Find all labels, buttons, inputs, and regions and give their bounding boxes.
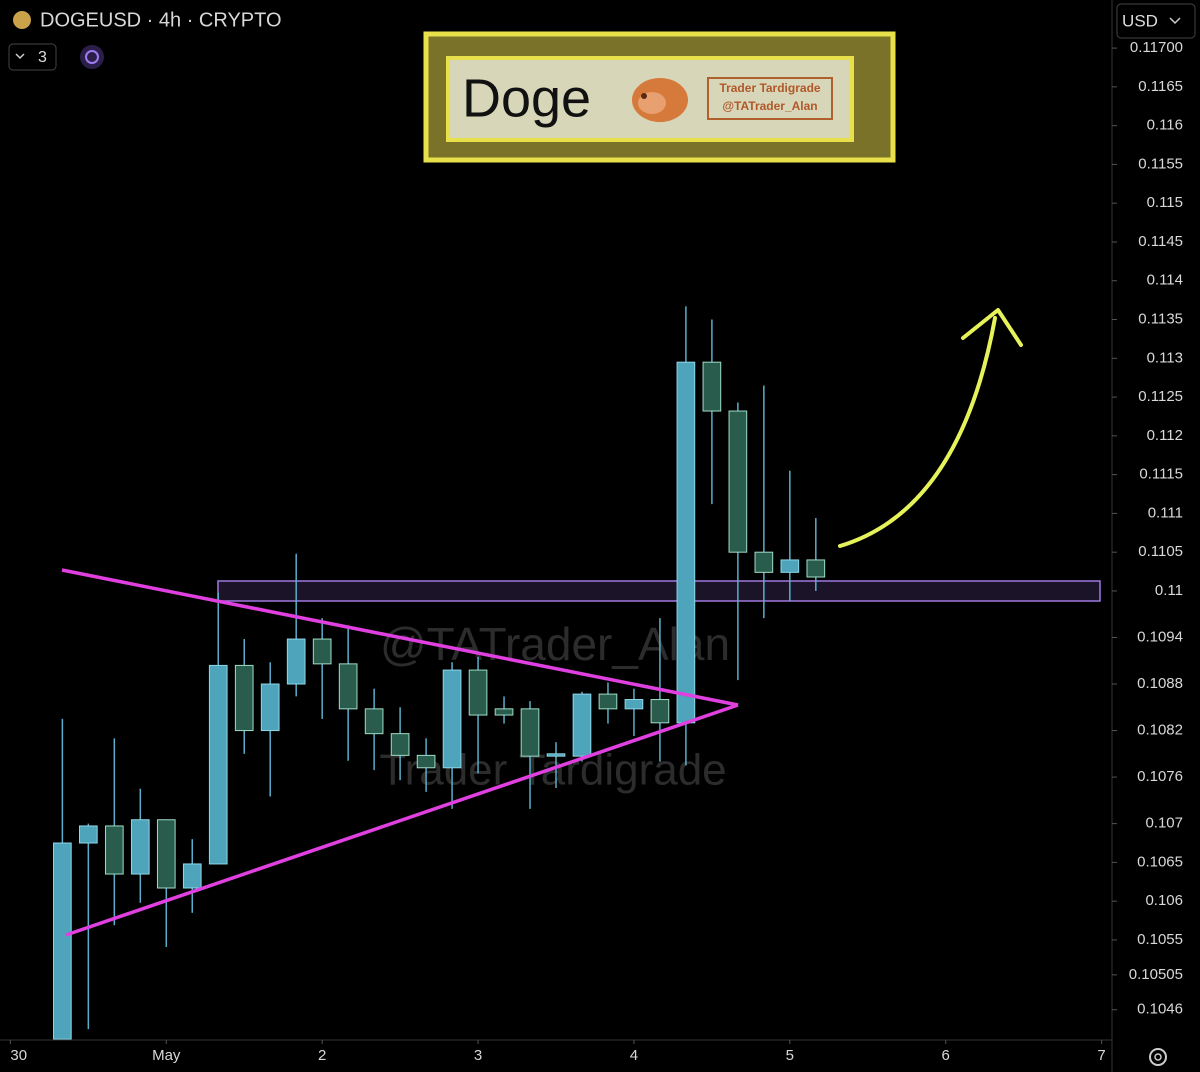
y-tick-label: 0.1088	[1137, 675, 1183, 692]
forecast-arrow	[838, 316, 997, 548]
x-tick-label: 7	[1097, 1047, 1105, 1064]
candle-body-up	[780, 559, 800, 573]
candle-body-down	[104, 825, 124, 875]
y-tick-label: 0.1115	[1139, 466, 1183, 483]
candle-body-down	[598, 693, 618, 710]
candle-body-up	[286, 638, 306, 685]
y-tick-label: 0.1145	[1138, 233, 1183, 250]
candle-body-down	[494, 708, 514, 716]
candle-body-up	[130, 819, 150, 875]
y-tick-label: 0.1165	[1138, 78, 1183, 95]
badge-count: 3	[38, 49, 47, 66]
candle-body-down	[650, 699, 670, 724]
candle-body-down	[234, 664, 254, 732]
y-tick-label: 0.1094	[1137, 628, 1183, 645]
candle-body-down	[156, 819, 176, 889]
sync-icon	[85, 50, 99, 64]
y-tick-label: 0.1065	[1137, 853, 1183, 870]
sync-button[interactable]	[80, 45, 104, 69]
candle-body-down	[364, 708, 384, 735]
x-tick-label: 30	[10, 1047, 27, 1064]
axes: 0.117000.11650.1160.11550.1150.11450.114…	[9, 39, 1183, 1064]
candle-body-down	[806, 559, 826, 578]
y-tick-label: 0.113	[1147, 349, 1183, 366]
trendline-lower	[65, 703, 739, 937]
candle-body-up	[260, 683, 280, 732]
y-tick-label: 0.1155	[1138, 155, 1183, 172]
y-tick-label: 0.1125	[1138, 388, 1183, 405]
candle-body-down	[390, 733, 410, 756]
y-tick-label: 0.1055	[1137, 931, 1183, 948]
candle-body-up	[572, 693, 592, 757]
settings-icon-core	[1154, 1053, 1162, 1061]
candle-body-up	[79, 825, 98, 844]
chevron	[15, 53, 25, 60]
y-tick-label: 0.116	[1147, 117, 1183, 134]
candle-body-up	[182, 863, 202, 889]
watermarks: @TATrader_Alan Trader Tardigrade	[379, 618, 730, 794]
y-tick-label: 0.106	[1145, 892, 1183, 909]
logo-title: Doge	[462, 68, 591, 128]
x-tick-label: 6	[942, 1047, 950, 1064]
symbol-icon	[13, 11, 31, 29]
logo-handle: @TATrader_Alan	[722, 99, 817, 113]
y-tick-label: 0.1046	[1137, 1001, 1183, 1018]
x-tick-label: 3	[474, 1047, 482, 1064]
y-tick-label: 0.115	[1147, 194, 1183, 211]
logo-brand-box	[707, 77, 833, 120]
candle-body-up	[442, 669, 462, 769]
y-tick-label: 0.11	[1155, 582, 1183, 599]
support-zone	[217, 580, 1101, 602]
candle-body-down	[754, 551, 774, 573]
candle-body-up	[546, 753, 566, 757]
settings-icon[interactable]	[1149, 1048, 1167, 1066]
currency-box[interactable]	[1116, 3, 1196, 39]
y-tick-label: 0.114	[1147, 272, 1183, 289]
x-tick-label: May	[152, 1047, 181, 1064]
symbol-title: DOGEUSD · 4h · CRYPTO	[40, 9, 282, 31]
candle-body-down	[520, 708, 540, 757]
candle-body-down	[728, 410, 748, 553]
candle-body-up	[624, 699, 644, 710]
currency-label: USD	[1122, 11, 1158, 30]
candle-body-down	[312, 638, 332, 665]
y-tick-label: 0.107	[1145, 815, 1183, 832]
x-tick-label: 5	[786, 1047, 794, 1064]
candle-body-up	[208, 664, 228, 865]
chevron	[1169, 17, 1181, 25]
candle-body-up	[53, 842, 72, 1040]
candle-body-down	[338, 663, 358, 710]
forecast-arrow-head	[961, 308, 1023, 347]
y-tick-label: 0.11700	[1130, 39, 1183, 56]
y-tick-label: 0.111	[1148, 504, 1183, 521]
x-tick-label: 4	[630, 1047, 638, 1064]
y-tick-label: 0.1076	[1137, 768, 1183, 785]
y-tick-label: 0.10505	[1129, 966, 1183, 983]
y-tick-label: 0.1082	[1137, 722, 1183, 739]
plot-area	[53, 306, 826, 1040]
y-tick-label: 0.1135	[1138, 310, 1183, 327]
candle-body-down	[702, 361, 722, 412]
candle-body-down	[416, 754, 436, 769]
trendline-upper	[61, 568, 739, 707]
indicator-badge[interactable]	[8, 43, 57, 71]
y-tick-label: 0.112	[1147, 427, 1183, 444]
logo-brand: Trader Tardigrade	[719, 81, 820, 95]
candle-body-down	[468, 669, 488, 716]
y-tick-label: 0.1105	[1138, 543, 1183, 560]
candle-body-up	[676, 361, 696, 724]
tardigrade-icon	[632, 78, 688, 122]
x-tick-label: 2	[318, 1047, 326, 1064]
